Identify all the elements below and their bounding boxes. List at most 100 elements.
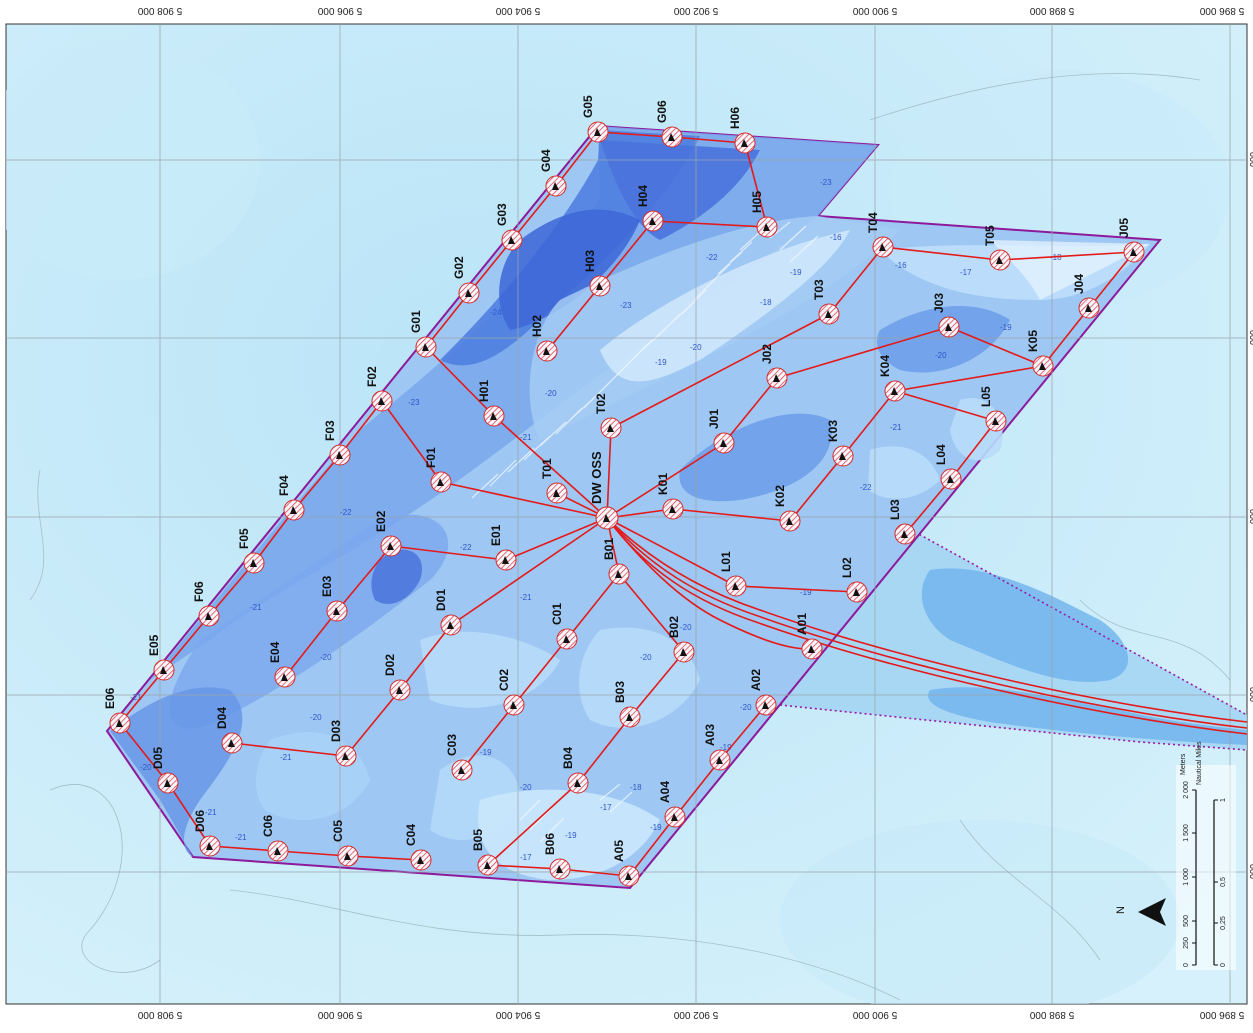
turbine-marker[interactable]: D06 bbox=[193, 810, 221, 857]
turbine-marker[interactable]: F03 bbox=[323, 420, 351, 466]
turbine-marker[interactable]: G02 bbox=[452, 256, 480, 304]
turbine-marker[interactable]: A01 bbox=[795, 613, 823, 660]
turbine-marker[interactable]: G05 bbox=[581, 95, 609, 143]
turbine-marker[interactable]: B03 bbox=[613, 681, 641, 728]
turbine-marker[interactable]: J03 bbox=[932, 293, 960, 338]
turbine-marker[interactable]: C06 bbox=[261, 815, 289, 862]
turbine-marker[interactable]: T05 bbox=[983, 225, 1011, 271]
turbine-marker[interactable]: K05 bbox=[1026, 330, 1054, 377]
turbine-marker[interactable]: H02 bbox=[530, 315, 558, 362]
grid-label-top: 5 906 000 bbox=[317, 5, 362, 16]
turbine-marker[interactable]: F06 bbox=[192, 581, 220, 627]
turbine-marker[interactable]: H06 bbox=[728, 107, 756, 154]
turbine-icon bbox=[553, 489, 560, 497]
turbine-marker[interactable]: E06 bbox=[103, 687, 131, 734]
grid-label-bottom: 5 900 000 bbox=[852, 1009, 897, 1020]
turbine-marker[interactable]: H01 bbox=[477, 380, 505, 427]
turbine-marker[interactable]: L01 bbox=[719, 551, 747, 597]
turbine-label: G03 bbox=[495, 203, 509, 226]
svg-text:-19: -19 bbox=[655, 358, 667, 367]
turbine-marker[interactable]: J01 bbox=[707, 409, 735, 454]
turbine-label: T01 bbox=[540, 458, 554, 479]
turbine-marker[interactable]: D05 bbox=[151, 747, 179, 794]
turbine-label: F05 bbox=[237, 528, 251, 549]
turbine-marker[interactable]: F01 bbox=[424, 447, 452, 493]
turbine-marker[interactable]: G03 bbox=[495, 203, 523, 251]
turbine-marker[interactable]: D03 bbox=[329, 720, 357, 767]
turbine-marker[interactable]: D02 bbox=[383, 654, 411, 701]
turbine-marker[interactable]: H05 bbox=[750, 191, 778, 238]
svg-text:-19: -19 bbox=[650, 823, 662, 832]
turbine-marker[interactable]: H03 bbox=[583, 250, 611, 297]
turbine-icon bbox=[720, 439, 727, 447]
substation-icon bbox=[603, 514, 610, 522]
turbine-icon bbox=[563, 635, 570, 643]
turbine-marker[interactable]: L02 bbox=[840, 557, 868, 603]
light-sea-patch bbox=[780, 820, 1180, 1004]
turbine-label: E06 bbox=[103, 687, 117, 709]
turbine-marker[interactable]: G04 bbox=[539, 149, 567, 197]
scale-nautical-title: Nautical Miles bbox=[1196, 741, 1203, 785]
turbine-marker[interactable]: F04 bbox=[277, 475, 305, 521]
turbine-marker[interactable]: T04 bbox=[866, 212, 894, 258]
turbine-marker[interactable]: K02 bbox=[773, 485, 801, 532]
turbine-marker[interactable]: B06 bbox=[543, 833, 571, 880]
inter-array-cables bbox=[119, 131, 1135, 877]
turbine-icon bbox=[205, 612, 212, 620]
turbine-marker[interactable]: G06 bbox=[655, 100, 683, 148]
grid-label-right: 000 bbox=[1248, 152, 1253, 167]
contour-line bbox=[29, 469, 45, 601]
turbine-icon bbox=[716, 756, 723, 764]
turbine-marker[interactable]: T03 bbox=[812, 279, 840, 325]
turbine-marker[interactable]: A05 bbox=[612, 840, 640, 887]
turbine-marker[interactable]: E05 bbox=[147, 634, 175, 681]
turbine-marker[interactable]: B01 bbox=[602, 538, 630, 585]
turbine-marker[interactable]: C01 bbox=[550, 603, 578, 650]
turbine-marker[interactable]: D01 bbox=[434, 589, 462, 636]
turbine-marker[interactable]: J02 bbox=[760, 344, 788, 389]
turbine-label: F06 bbox=[192, 581, 206, 602]
turbine-marker[interactable]: L04 bbox=[934, 444, 962, 490]
turbine-label: C03 bbox=[445, 734, 459, 756]
turbine-label: J02 bbox=[760, 344, 774, 364]
turbine-marker[interactable]: F05 bbox=[237, 528, 265, 574]
turbine-marker[interactable]: C05 bbox=[331, 820, 359, 867]
turbine-marker[interactable]: K01 bbox=[656, 473, 684, 520]
turbine-marker[interactable]: T02 bbox=[594, 393, 622, 439]
turbine-label: T05 bbox=[983, 225, 997, 246]
grid-label-right: 000 bbox=[1248, 687, 1253, 702]
turbine-marker[interactable]: C03 bbox=[445, 734, 473, 781]
turbine-marker[interactable]: L03 bbox=[888, 499, 916, 545]
turbine-icon bbox=[945, 323, 952, 331]
turbine-marker[interactable]: K03 bbox=[826, 420, 854, 467]
turbine-marker[interactable]: G01 bbox=[409, 310, 437, 358]
turbine-marker[interactable]: E01 bbox=[489, 524, 517, 571]
turbine-label: A05 bbox=[612, 840, 626, 862]
turbine-marker[interactable]: T01 bbox=[540, 458, 568, 504]
turbine-icon bbox=[996, 256, 1003, 264]
turbine-marker[interactable]: F02 bbox=[365, 366, 393, 412]
turbine-marker[interactable]: A02 bbox=[749, 669, 777, 716]
turbine-marker[interactable]: J05 bbox=[1117, 218, 1145, 263]
svg-text:-21: -21 bbox=[520, 593, 532, 602]
turbine-marker[interactable]: B02 bbox=[667, 616, 695, 663]
substation-marker[interactable]: DW OSS bbox=[589, 451, 619, 530]
turbine-marker[interactable]: C04 bbox=[404, 824, 432, 871]
cable-string bbox=[606, 246, 1135, 519]
turbine-marker[interactable]: C02 bbox=[497, 669, 525, 716]
turbine-marker[interactable]: E03 bbox=[320, 575, 348, 622]
turbine-marker[interactable]: J04 bbox=[1072, 274, 1100, 319]
turbine-marker[interactable]: A04 bbox=[658, 781, 686, 828]
turbine-marker[interactable]: E04 bbox=[268, 641, 296, 688]
turbine-marker[interactable]: L05 bbox=[979, 386, 1007, 432]
svg-text:-18: -18 bbox=[760, 298, 772, 307]
turbine-marker[interactable]: B04 bbox=[561, 747, 589, 794]
svg-text:-20: -20 bbox=[690, 343, 702, 352]
turbine-marker[interactable]: E02 bbox=[374, 510, 402, 557]
turbine-marker[interactable]: A03 bbox=[703, 724, 731, 771]
turbine-marker[interactable]: B05 bbox=[471, 829, 499, 876]
turbine-marker[interactable]: K04 bbox=[878, 355, 906, 402]
scale-meters-tick: 1 000 bbox=[1183, 868, 1190, 886]
turbine-marker[interactable]: H04 bbox=[636, 185, 664, 232]
turbine-marker[interactable]: D04 bbox=[215, 707, 243, 754]
